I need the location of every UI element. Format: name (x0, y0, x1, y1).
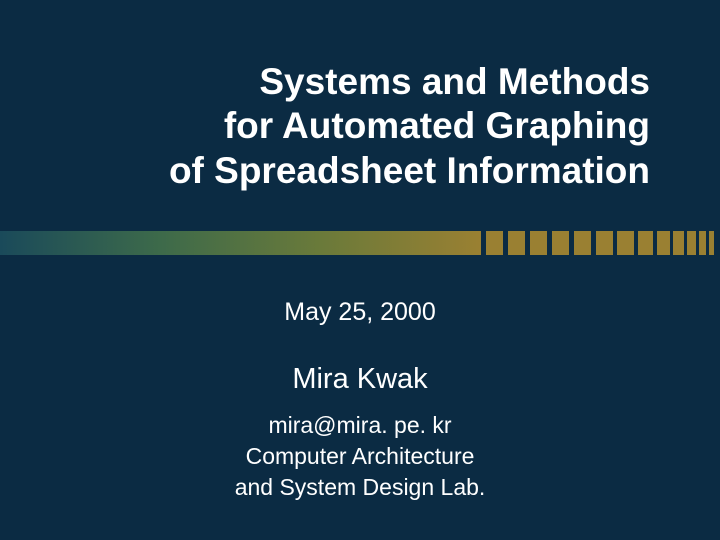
title-line-3: of Spreadsheet Information (169, 149, 650, 193)
slide-lab-line1: Computer Architecture (0, 441, 720, 472)
slide-lab-line2: and System Design Lab. (0, 472, 720, 503)
divider-tick-segment (699, 231, 706, 255)
divider-tick-segment (574, 231, 591, 255)
title-line-2: for Automated Graphing (169, 104, 650, 148)
bottom-block: May 25, 2000 Mira Kwak mira@mira. pe. kr… (0, 298, 720, 503)
divider-tick-segment (657, 231, 670, 255)
divider-tick-segment (673, 231, 684, 255)
divider-tick-gap (714, 231, 720, 255)
divider-bar (0, 231, 720, 255)
divider-tick-segment (617, 231, 634, 255)
slide-email: mira@mira. pe. kr (0, 410, 720, 441)
divider-tick-segment (552, 231, 569, 255)
title-block: Systems and Methods for Automated Graphi… (169, 60, 650, 193)
divider-tick-segment (687, 231, 696, 255)
divider-tick-segment (530, 231, 547, 255)
slide-author: Mira Kwak (0, 363, 720, 396)
divider-tick-segment (508, 231, 525, 255)
title-line-1: Systems and Methods (169, 60, 650, 104)
divider-ticks (481, 231, 720, 255)
slide-date: May 25, 2000 (0, 298, 720, 327)
divider-tick-segment (596, 231, 613, 255)
divider-tick-segment (486, 231, 503, 255)
divider-gradient (0, 231, 481, 255)
divider-tick-segment (638, 231, 653, 255)
